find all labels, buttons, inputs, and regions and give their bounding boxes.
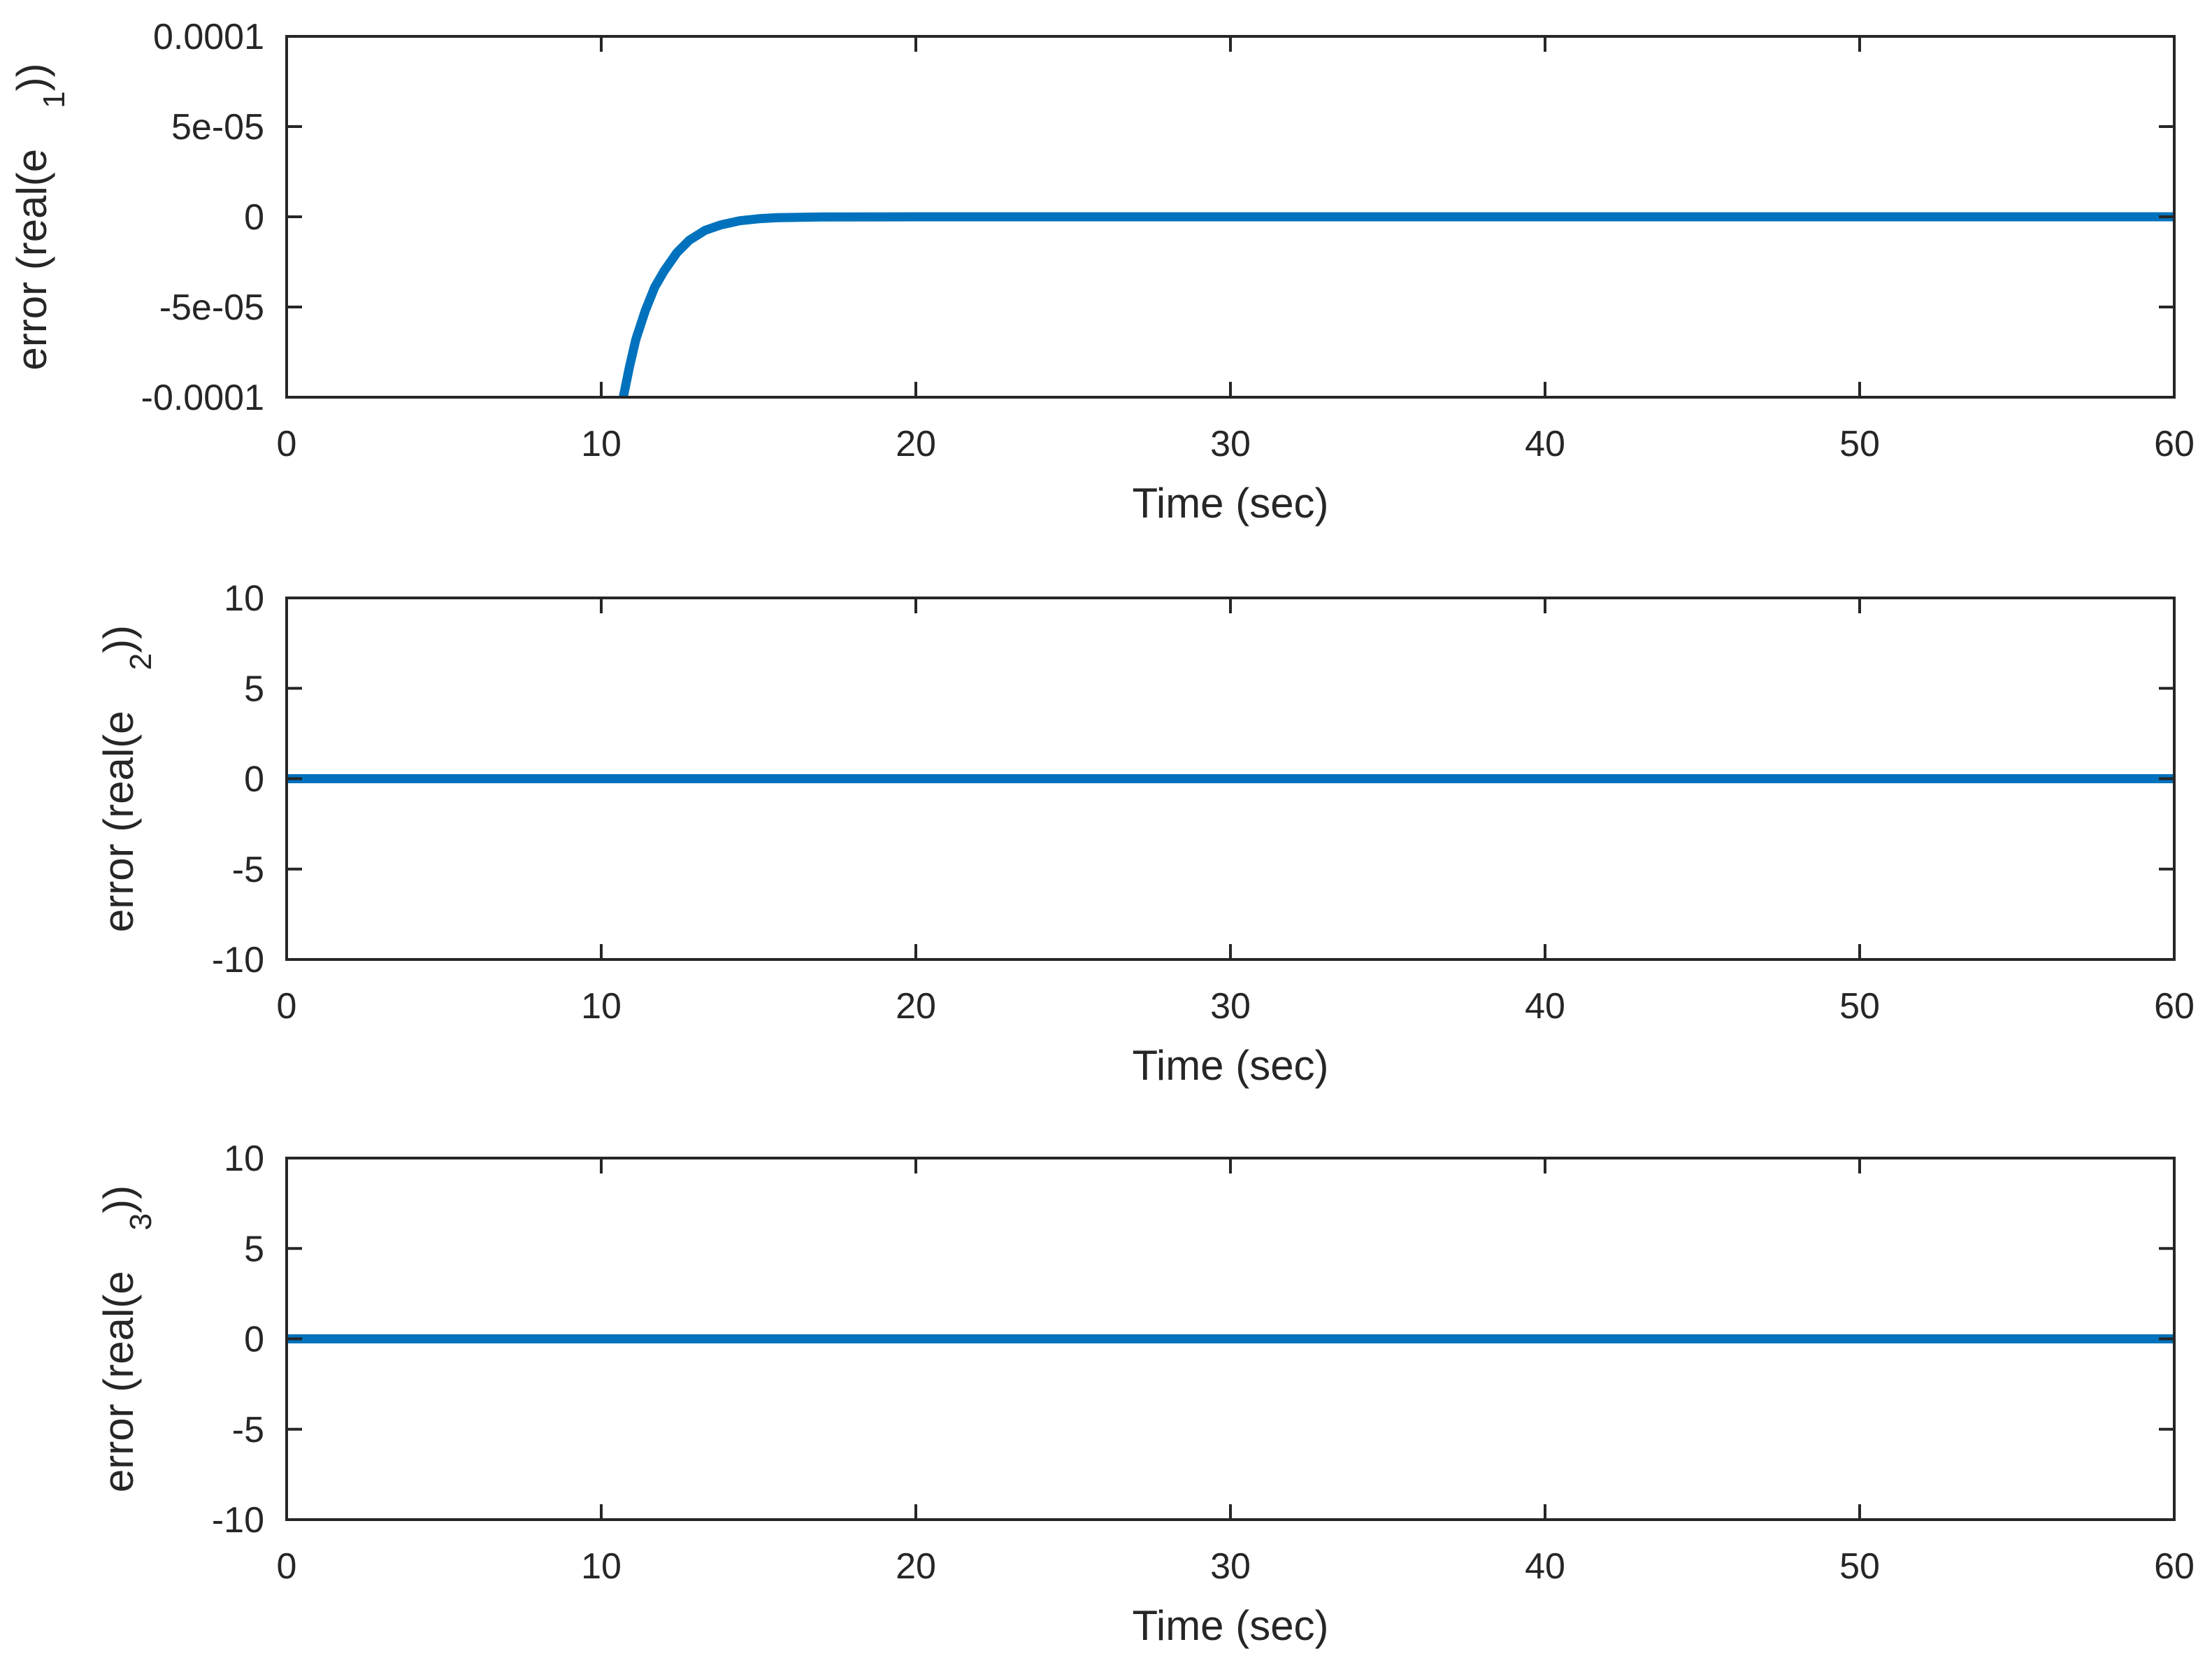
- y-tick-label-1-3: 5e-05: [171, 107, 264, 148]
- x-tick-label-2-6: 60: [2154, 986, 2195, 1027]
- y-axis-label-subscript-3: 3: [124, 1213, 158, 1230]
- y-tick-label-2-0: -10: [212, 940, 264, 980]
- y-axis-label-prefix-3: error (real(e: [95, 1271, 142, 1492]
- y-axis-label-suffix-3: )): [95, 1185, 142, 1213]
- y-tick-label-3-1: -5: [232, 1410, 264, 1450]
- x-tick-label-3-6: 60: [2154, 1546, 2195, 1587]
- x-tick-label-3-1: 10: [581, 1546, 622, 1587]
- x-tick-label-1-2: 20: [896, 424, 936, 464]
- y-tick-label-2-1: -5: [232, 850, 264, 890]
- x-axis-label-1: Time (sec): [1132, 480, 1328, 527]
- subplot-3: 0 10 20 30 40 50 60 -10 -5 0 5 10 Time (sec) error (r…: [95, 1138, 2195, 1649]
- y-tick-label-2-3: 5: [244, 669, 264, 709]
- subplot-2: 0 10 20 30 40 50 60 -10 -5 0 5 10 Time (sec) error (r…: [95, 578, 2195, 1089]
- y-axis-label-2: error (real(e 2)): [95, 625, 158, 932]
- x-tick-label-1-0: 0: [277, 424, 297, 464]
- x-tick-label-1-5: 50: [1839, 424, 1880, 464]
- y-axis-label-suffix-2: )): [95, 625, 142, 653]
- x-tick-label-2-2: 20: [896, 986, 936, 1027]
- y-axis-label-subscript-1: 1: [37, 91, 71, 108]
- x-tick-label-3-5: 50: [1839, 1546, 1880, 1587]
- y-tick-label-1-4: 0.0001: [153, 17, 264, 57]
- y-axis-label-prefix-1: error (real(e: [8, 149, 55, 371]
- series-line-1-1: [619, 212, 2174, 397]
- x-tick-label-2-0: 0: [277, 986, 297, 1027]
- y-axis-label-1: error (real(e 1)): [8, 63, 71, 370]
- x-tick-label-2-4: 40: [1525, 986, 1565, 1027]
- x-tick-label-1-3: 30: [1210, 424, 1251, 464]
- y-tick-label-2-4: 10: [224, 578, 264, 619]
- y-axis-label-suffix-1: )): [8, 63, 55, 91]
- y-tick-label-1-0: -0.0001: [141, 378, 264, 418]
- y-tick-label-1-2: 0: [244, 197, 264, 238]
- x-tick-label-1-1: 10: [581, 424, 622, 464]
- y-tick-label-3-2: 0: [244, 1320, 264, 1360]
- y-tick-label-3-3: 5: [244, 1229, 264, 1269]
- x-tick-label-1-6: 60: [2154, 424, 2195, 464]
- x-axis-label-3: Time (sec): [1132, 1602, 1328, 1649]
- subplot-1: 0 10 20 30 40 50 60 -0.0001 -5e-05 0 5e-05 0.0001 Ti…: [8, 17, 2195, 527]
- y-tick-label-2-2: 0: [244, 759, 264, 800]
- y-tick-label-1-1: -5e-05: [159, 287, 264, 328]
- x-tick-label-3-0: 0: [277, 1546, 297, 1587]
- x-tick-label-2-3: 30: [1210, 986, 1251, 1027]
- x-tick-label-1-4: 40: [1525, 424, 1565, 464]
- x-tick-label-2-5: 50: [1839, 986, 1880, 1027]
- y-axis-label-subscript-2: 2: [124, 653, 158, 670]
- x-tick-label-3-4: 40: [1525, 1546, 1565, 1587]
- x-axis-label-2: Time (sec): [1132, 1042, 1328, 1089]
- x-tick-label-2-1: 10: [581, 986, 622, 1027]
- x-tick-label-3-2: 20: [896, 1546, 936, 1587]
- y-tick-label-3-4: 10: [224, 1138, 264, 1179]
- y-tick-label-3-0: -10: [212, 1500, 264, 1541]
- y-axis-label-3: error (real(e 3)): [95, 1185, 158, 1492]
- y-axis-label-prefix-2: error (real(e: [95, 711, 142, 932]
- x-tick-label-3-3: 30: [1210, 1546, 1251, 1587]
